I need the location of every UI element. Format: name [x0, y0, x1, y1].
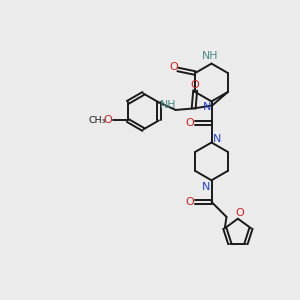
Text: N: N: [213, 134, 222, 145]
Text: O: O: [191, 80, 200, 90]
Text: O: O: [186, 118, 195, 128]
Text: O: O: [103, 115, 112, 125]
Text: CH₃: CH₃: [88, 116, 106, 125]
Text: O: O: [235, 208, 244, 218]
Text: O: O: [169, 62, 178, 72]
Text: O: O: [186, 197, 195, 207]
Text: N: N: [202, 182, 210, 192]
Text: NH: NH: [202, 51, 218, 61]
Text: N: N: [203, 102, 211, 112]
Text: NH: NH: [160, 100, 176, 110]
